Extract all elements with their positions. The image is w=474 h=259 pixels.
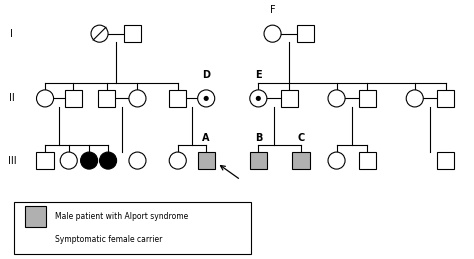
Ellipse shape: [264, 25, 281, 42]
Ellipse shape: [250, 90, 267, 107]
Text: Symptomatic female carrier: Symptomatic female carrier: [55, 235, 163, 244]
Ellipse shape: [25, 229, 46, 250]
Bar: [198, 152, 215, 169]
Bar: [281, 90, 298, 107]
Bar: [36, 152, 54, 169]
Bar: [14, 202, 251, 254]
Ellipse shape: [406, 90, 423, 107]
Bar: [297, 25, 314, 42]
Bar: [169, 90, 186, 107]
Bar: [292, 152, 310, 169]
Text: Male patient with Alport syndrome: Male patient with Alport syndrome: [55, 212, 189, 221]
Ellipse shape: [129, 152, 146, 169]
Ellipse shape: [60, 152, 77, 169]
Text: A: A: [202, 133, 210, 143]
Ellipse shape: [169, 152, 186, 169]
Bar: [359, 90, 376, 107]
Ellipse shape: [32, 236, 39, 242]
Text: I: I: [10, 29, 13, 39]
Text: II: II: [9, 93, 15, 103]
Bar: [98, 90, 115, 107]
Ellipse shape: [129, 90, 146, 107]
Bar: [250, 152, 267, 169]
Bar: [359, 152, 376, 169]
Ellipse shape: [204, 96, 209, 101]
Text: D: D: [202, 69, 210, 80]
Text: B: B: [255, 133, 262, 143]
Text: E: E: [255, 69, 262, 80]
Ellipse shape: [91, 25, 108, 42]
Text: C: C: [297, 133, 305, 143]
Ellipse shape: [198, 90, 215, 107]
Ellipse shape: [81, 152, 98, 169]
Ellipse shape: [328, 152, 345, 169]
Text: F: F: [270, 5, 275, 15]
Ellipse shape: [328, 90, 345, 107]
Text: III: III: [8, 156, 16, 166]
Ellipse shape: [256, 96, 261, 101]
Ellipse shape: [100, 152, 117, 169]
Bar: [25, 206, 46, 227]
Bar: [437, 90, 454, 107]
Bar: [437, 152, 454, 169]
Bar: [65, 90, 82, 107]
Ellipse shape: [36, 90, 54, 107]
Bar: [124, 25, 141, 42]
